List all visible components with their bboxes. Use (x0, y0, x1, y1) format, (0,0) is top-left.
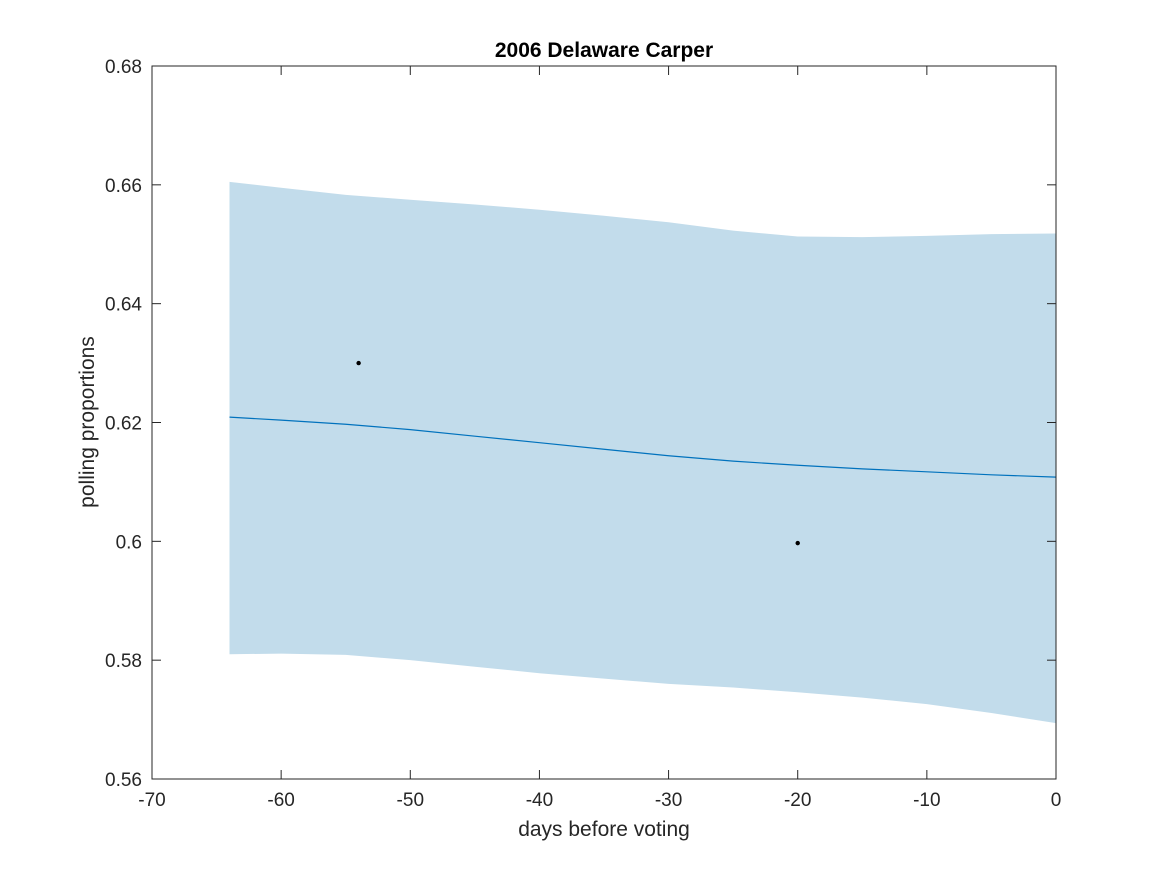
y-axis-label: polling proportions (76, 336, 99, 508)
x-tick-label: -60 (267, 790, 294, 811)
x-tick-label: -30 (655, 790, 682, 811)
x-tick-label: -40 (526, 790, 553, 811)
y-tick-label: 0.64 (105, 295, 142, 316)
y-tick-label: 0.56 (105, 770, 142, 791)
y-axis-ticks: 0.56 0.58 0.6 0.62 0.64 0.66 0.68 (105, 57, 1056, 791)
y-tick-label: 0.66 (105, 176, 142, 197)
x-tick-label: -20 (784, 790, 811, 811)
x-tick-label: -10 (913, 790, 940, 811)
data-point (795, 540, 800, 546)
y-tick-label: 0.6 (116, 532, 142, 553)
x-axis-label: days before voting (518, 818, 690, 841)
chart-title: 2006 Delaware Carper (495, 39, 713, 62)
x-tick-label: -70 (138, 790, 165, 811)
confidence-band-layer (229, 181, 1057, 724)
trend-line-layer (229, 416, 1057, 478)
x-axis-ticks: -70 -60 -50 -40 -30 -20 -10 0 (138, 66, 1061, 811)
x-tick-label: 0 (1051, 790, 1062, 811)
trend-line (229, 416, 1057, 478)
y-tick-label: 0.68 (105, 57, 142, 78)
confidence-band (229, 181, 1057, 724)
x-tick-label: -50 (397, 790, 424, 811)
y-tick-label: 0.58 (105, 651, 142, 672)
y-tick-label: 0.62 (105, 414, 142, 435)
data-points-layer (356, 360, 800, 546)
data-point (356, 360, 361, 366)
